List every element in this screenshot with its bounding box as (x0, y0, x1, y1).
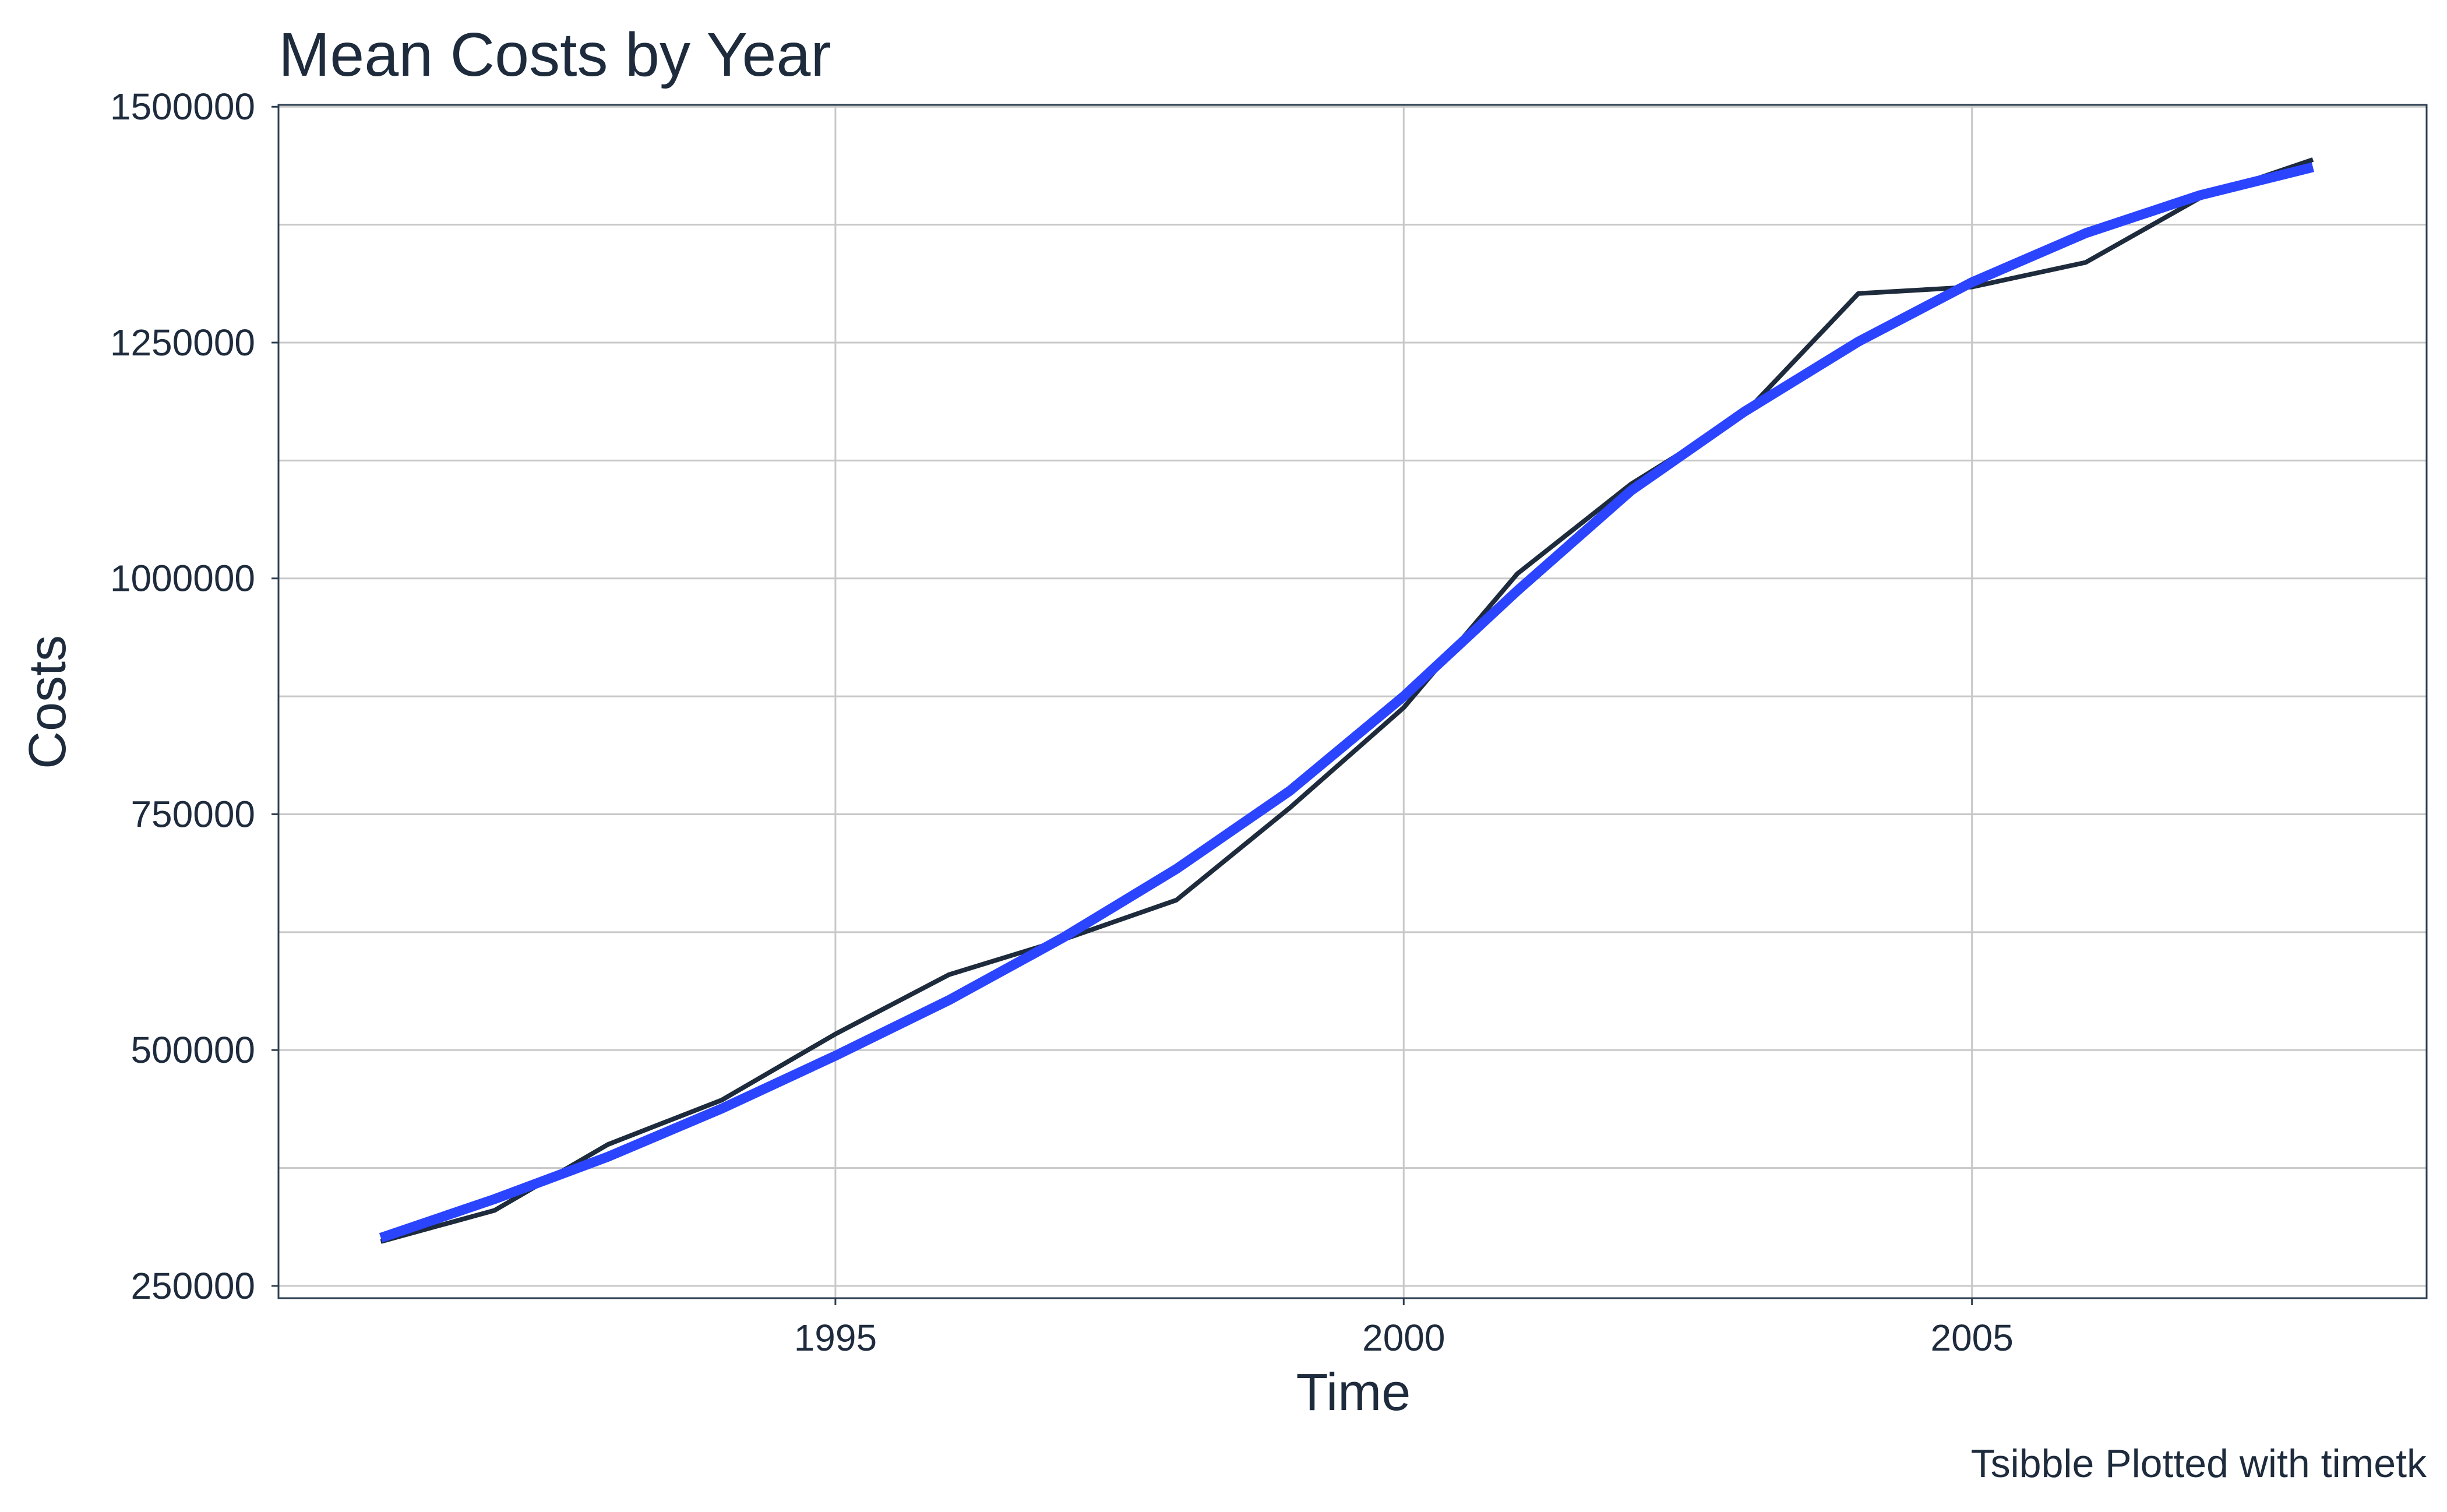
y-axis-title: Costs (19, 635, 77, 769)
x-tick-label: 2000 (1362, 1317, 1445, 1359)
y-tick-label: 1250000 (110, 322, 255, 364)
y-tick-label: 750000 (131, 793, 255, 835)
y-tick-label: 250000 (131, 1265, 255, 1307)
y-axis-ticks: 250000 500000 750000 1000000 1250000 1500000 (110, 86, 278, 1307)
x-axis-ticks: 1995 2000 2005 (794, 1298, 2014, 1359)
series-line-smoothed (379, 162, 2314, 1243)
chart-caption: Tsibble Plotted with timetk (1971, 1441, 2427, 1486)
plot-panel-border (277, 104, 2428, 1299)
y-tick-label: 1500000 (110, 86, 255, 128)
y-tick-label: 1000000 (110, 558, 255, 600)
y-tick-label: 500000 (131, 1029, 255, 1071)
x-tick-label: 2005 (1930, 1317, 2013, 1359)
chart-title: Mean Costs by Year (278, 20, 831, 89)
x-tick-label: 1995 (794, 1317, 877, 1359)
x-axis-title: Time (1296, 1363, 1411, 1422)
series-lines (379, 157, 2314, 1244)
series-line-observed (380, 157, 2314, 1244)
grid-lines (278, 105, 2427, 1298)
